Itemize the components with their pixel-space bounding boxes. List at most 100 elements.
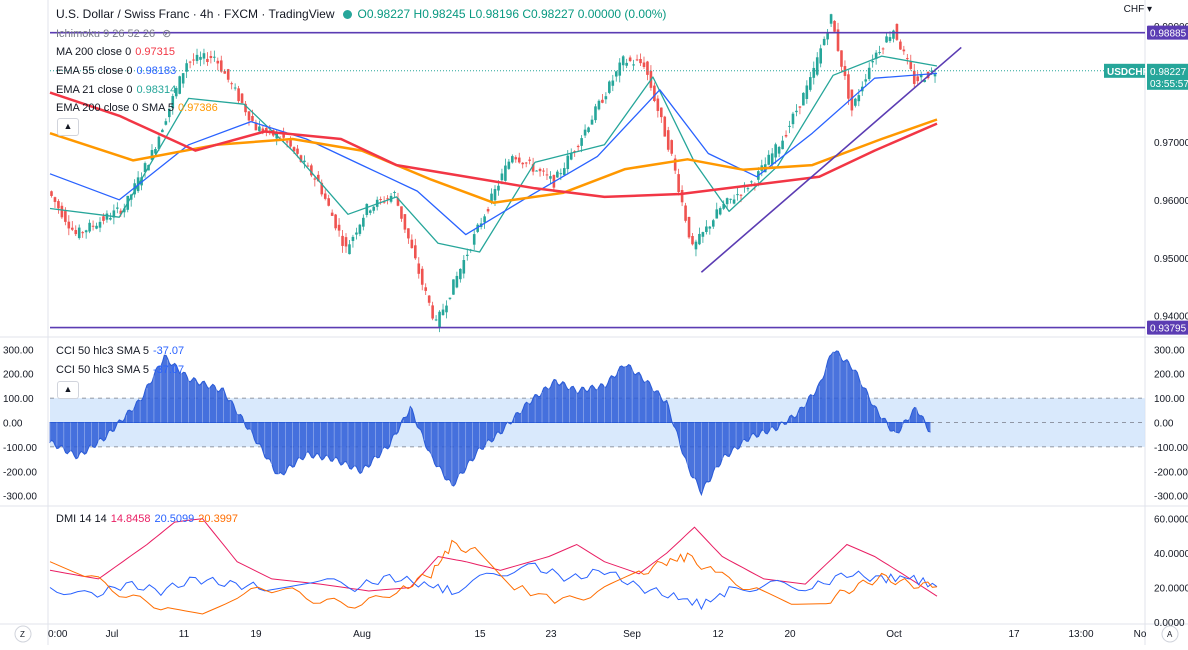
legend-ema55[interactable]: EMA 55 close 0 0.98183	[56, 65, 176, 77]
candle-body	[216, 60, 220, 64]
collapse-legend-button[interactable]: ▲	[57, 118, 79, 136]
candle-body	[542, 170, 545, 172]
candle-body	[680, 189, 684, 203]
legend-cci-2[interactable]: CCI 50 hlc3 SMA 5 -37.07	[56, 364, 184, 376]
candle-body	[327, 198, 330, 206]
candle-body	[871, 61, 874, 63]
candle-body	[621, 56, 625, 66]
candle-body	[573, 151, 576, 153]
legend-cci-1-value: -37.07	[152, 345, 185, 357]
legend-ichimoku-label: Ichimoku 9 26 52 26	[56, 28, 156, 40]
candle-body	[857, 95, 861, 102]
candle-body	[666, 130, 670, 150]
candle-body	[524, 162, 528, 164]
legend-cci-1[interactable]: CCI 50 hlc3 SMA 5 -37.07	[56, 345, 184, 357]
time-tick-label: No	[1134, 629, 1147, 640]
candle-body	[774, 144, 777, 158]
candle-body	[791, 113, 795, 125]
candle-body	[174, 87, 178, 97]
candle-body	[434, 319, 438, 321]
candle-body	[382, 201, 386, 203]
legend-ema200[interactable]: EMA 200 close 0 SMA 5 0.97386	[56, 102, 218, 114]
legend-ma200-label: MA 200 close 0	[56, 46, 132, 58]
symbol-title: U.S. Dollar / Swiss Franc · 4h · FXCM · …	[56, 7, 335, 21]
candle-body	[233, 87, 237, 89]
candle-body	[847, 74, 850, 99]
candle-body	[192, 59, 195, 61]
candle-body	[580, 138, 583, 146]
candle-body	[341, 235, 344, 246]
candle-body	[815, 57, 819, 75]
candle-body	[77, 227, 81, 239]
candle-body	[684, 205, 687, 221]
candle-body	[881, 48, 885, 50]
legend-cci-2-label: CCI 50 hlc3 SMA 5	[56, 364, 149, 376]
time-tick-label: 11	[179, 629, 190, 640]
candle-body	[161, 129, 164, 133]
candle-body	[715, 209, 719, 219]
candle-body	[795, 110, 798, 113]
candle-body	[330, 212, 334, 216]
candle-body	[493, 189, 497, 201]
legend-ema21[interactable]: EMA 21 close 0 0.98314	[56, 84, 176, 96]
candle-body	[566, 155, 570, 170]
legend-ma200-value: 0.97315	[135, 46, 175, 58]
legend-ma200[interactable]: MA 200 close 0 0.97315	[56, 46, 175, 58]
candle-body	[535, 170, 538, 172]
price-tick-label: 0.94000	[1154, 312, 1188, 323]
candle-body	[864, 79, 868, 82]
candle-body	[292, 147, 296, 152]
symbol-tag: USDCHF	[1107, 67, 1149, 78]
time-tick-label: 23	[545, 629, 557, 640]
legend-ichimoku[interactable]: Ichimoku 9 26 52 26 ⊘	[56, 27, 171, 40]
candle-body	[334, 214, 337, 229]
candle-body	[909, 61, 913, 69]
legend-dmi[interactable]: DMI 14 14 14.8458 20.5099 20.3997	[56, 513, 238, 525]
candle-body	[569, 153, 573, 160]
cci-tick-label-right: -100.00	[1154, 443, 1188, 454]
candle-body	[64, 211, 67, 222]
cci-tick-label-right: 300.00	[1154, 345, 1185, 356]
candle-body	[209, 56, 213, 59]
candle-body	[441, 309, 445, 316]
candle-body	[819, 48, 822, 64]
candle-body	[438, 311, 441, 328]
candle-body	[812, 67, 816, 78]
eye-off-icon[interactable]: ⊘	[162, 28, 172, 40]
candle-body	[157, 136, 161, 149]
candle-body	[258, 126, 261, 132]
candle-body	[81, 232, 84, 234]
candle-body	[750, 181, 753, 183]
candle-body	[694, 241, 698, 250]
candle-body	[874, 52, 878, 59]
candle-body	[725, 198, 729, 205]
currency-label: CHF	[1123, 4, 1145, 15]
candle-body	[403, 214, 407, 230]
candle-body	[185, 63, 188, 72]
cci-tick-label-right: 100.00	[1154, 394, 1185, 405]
chart-header: U.S. Dollar / Swiss Franc · 4h · FXCM · …	[56, 7, 666, 21]
currency-selector[interactable]: CHF ▾	[1123, 4, 1152, 15]
time-tick-label: Oct	[886, 629, 902, 640]
candle-body	[368, 210, 372, 213]
auto-scale-button-bg	[1161, 625, 1179, 643]
dmi-tick-label: 60.0000	[1154, 515, 1188, 526]
candle-body	[653, 85, 656, 102]
time-tick-label: Aug	[353, 629, 371, 640]
dmi-tick-label: 20.0000	[1154, 584, 1188, 595]
cci-tick-label-left: -200.00	[3, 467, 37, 478]
time-tick-label: 20	[784, 629, 796, 640]
candle-body	[254, 122, 258, 131]
candle-body	[472, 234, 476, 245]
candle-body	[98, 221, 102, 228]
candle-body	[514, 157, 518, 160]
candle-body	[549, 176, 552, 179]
collapse-cci-legend-button[interactable]: ▲	[57, 381, 79, 399]
candle-body	[677, 174, 680, 193]
time-tick-label: 19	[250, 629, 262, 640]
legend-ema55-label: EMA 55 close 0	[56, 65, 133, 77]
candle-body	[691, 236, 694, 245]
price-tick-label: 0.95000	[1154, 254, 1188, 265]
